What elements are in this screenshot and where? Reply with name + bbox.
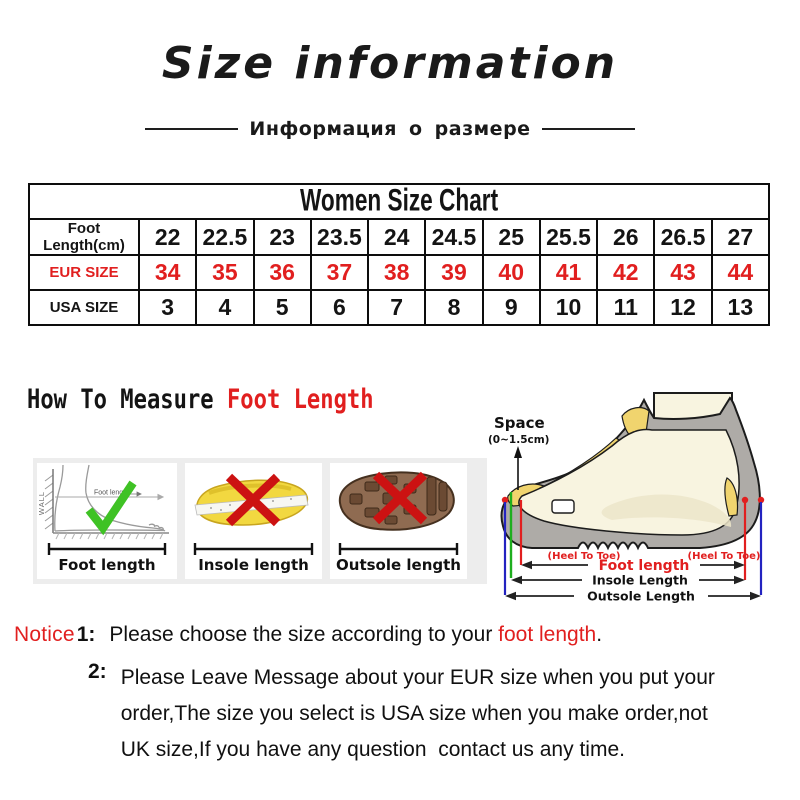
size-cell: 3 (137, 289, 198, 326)
size-cell: 40 (481, 254, 541, 291)
foot-shading (601, 494, 732, 527)
outsole-illustration (338, 471, 459, 555)
insole-length-label: Insole Length (592, 573, 688, 588)
size-cell: 26 (596, 218, 656, 256)
notice-item-1: Notice 1: Please choose the size accordin… (14, 623, 789, 647)
measure-box-insole-length: Insole length (185, 463, 322, 579)
table-row: Foot Length(cm) 22 22.5 23 23.5 24 24.5 25 25.5 2… (28, 218, 771, 256)
toe-tag (551, 499, 575, 514)
row-label: EUR SIZE (28, 254, 140, 291)
foot-against-wall-illustration: WALL Foot length (37, 464, 169, 555)
size-cell: 22 (137, 218, 198, 256)
women-size-chart-table: Women Size Chart Foot Length(cm) 22 22.5 23… (28, 183, 771, 326)
size-cell: 6 (309, 289, 370, 326)
table-row: USA SIZE 3 4 5 6 7 8 9 10 11 12 13 (28, 289, 771, 326)
size-cell: 13 (710, 289, 771, 326)
table-title: Women Size Chart (299, 183, 499, 219)
size-cell: 36 (252, 254, 312, 291)
divider-line-left (145, 128, 239, 130)
size-cell: 41 (538, 254, 599, 291)
size-cell: 5 (252, 289, 312, 326)
table-title-row: Women Size Chart (28, 183, 770, 220)
size-cell: 10 (538, 289, 599, 326)
size-cell: 26.5 (653, 218, 713, 256)
size-cell: 9 (481, 289, 541, 326)
size-cell: 24 (367, 218, 427, 256)
size-cell: 23 (252, 218, 312, 256)
size-cell: 22.5 (195, 218, 255, 256)
size-cell: 23.5 (309, 218, 370, 256)
row-label: Foot Length(cm) (28, 218, 140, 256)
row-label: USA SIZE (28, 289, 140, 326)
box-label: Foot length (58, 556, 156, 574)
boot-cross-section-diagram: Space (0~1.5cm) (Heel To Toe) (Heel To T… (488, 392, 765, 604)
size-cell: 7 (367, 289, 427, 326)
measure-heading: How To Measure Foot Length (27, 384, 450, 415)
size-cell: 25 (481, 218, 541, 256)
green-check-icon (85, 480, 137, 536)
box-label: Outsole length (336, 556, 461, 574)
subtitle-divider: Информация о размере (0, 118, 780, 140)
size-cell: 12 (653, 289, 713, 326)
divider-line-right (541, 128, 635, 130)
heel-marker-dot (741, 496, 749, 504)
measure-box-foot-length: WALL Foot length Foot length (37, 463, 177, 579)
notice-item-1-period: . (596, 623, 603, 646)
heel-to-toe-right-label: (Heel To Toe) (688, 551, 761, 562)
measure-heading-red: Foot Length (226, 384, 374, 415)
notice-item-2-number: 2: (88, 660, 107, 683)
page-subtitle: Информация о размере (249, 118, 531, 140)
measure-heading-black: How To Measure (27, 384, 227, 415)
inner-foot-length-label: Foot length (94, 490, 129, 497)
space-label: Space (494, 414, 545, 432)
red-cross-icon (225, 473, 281, 527)
box-label: Insole length (198, 556, 309, 574)
space-range-label: (0~1.5cm) (488, 434, 549, 446)
table-row: EUR SIZE 34 35 36 37 38 39 40 41 42 43 44 (28, 254, 771, 291)
notice-item-2-line: Please Leave Message about your EUR size… (120, 666, 715, 689)
measure-box-outsole-length: Outsole length (330, 463, 467, 579)
notice-section: Notice 1: Please choose the size accordin… (14, 623, 789, 768)
wall-label: WALL (37, 491, 46, 515)
outsole-length-label: Outsole Length (587, 589, 695, 604)
heel-to-toe-left-label: (Heel To Toe) (548, 551, 621, 562)
size-cell: 27 (710, 218, 771, 256)
notice-item-1-highlight: foot length (498, 623, 597, 646)
notice-item-2-line: UK size,If you have any question contact… (120, 738, 625, 761)
size-cell: 4 (195, 289, 255, 326)
size-cell: 39 (424, 254, 484, 291)
foot-length-label: Foot length (599, 558, 690, 574)
size-cell: 34 (137, 254, 198, 291)
insole-illustration (193, 473, 314, 555)
notice-item-1-number: 1: (76, 623, 96, 646)
heel-lining (724, 477, 739, 517)
size-cell: 42 (596, 254, 656, 291)
page-title: Size information (161, 38, 619, 89)
size-cell: 38 (367, 254, 427, 291)
size-cell: 35 (195, 254, 255, 291)
size-cell: 43 (653, 254, 713, 291)
size-cell: 8 (424, 289, 484, 326)
size-cell: 37 (309, 254, 370, 291)
size-cell: 11 (596, 289, 656, 326)
size-cell: 44 (710, 254, 771, 291)
outsole-marker-dot (757, 496, 765, 504)
toe-marker-dot (501, 496, 509, 504)
table-title-cell: Women Size Chart (28, 183, 770, 220)
measure-panel: WALL Foot length Foot length (33, 458, 487, 584)
red-cross-icon (372, 471, 428, 525)
notice-label: Notice (14, 623, 75, 646)
size-cell: 25.5 (538, 218, 599, 256)
notice-item-1-text: Please choose the size according to your (109, 623, 499, 646)
notice-item-2-line: order,The size you select is USA size wh… (120, 702, 708, 725)
size-cell: 24.5 (424, 218, 484, 256)
size-table-body: Foot Length(cm) 22 22.5 23 23.5 24 24.5 25 25.5 2… (28, 218, 771, 326)
notice-item-2: 2: Please Leave Message about your EUR s… (86, 660, 789, 768)
